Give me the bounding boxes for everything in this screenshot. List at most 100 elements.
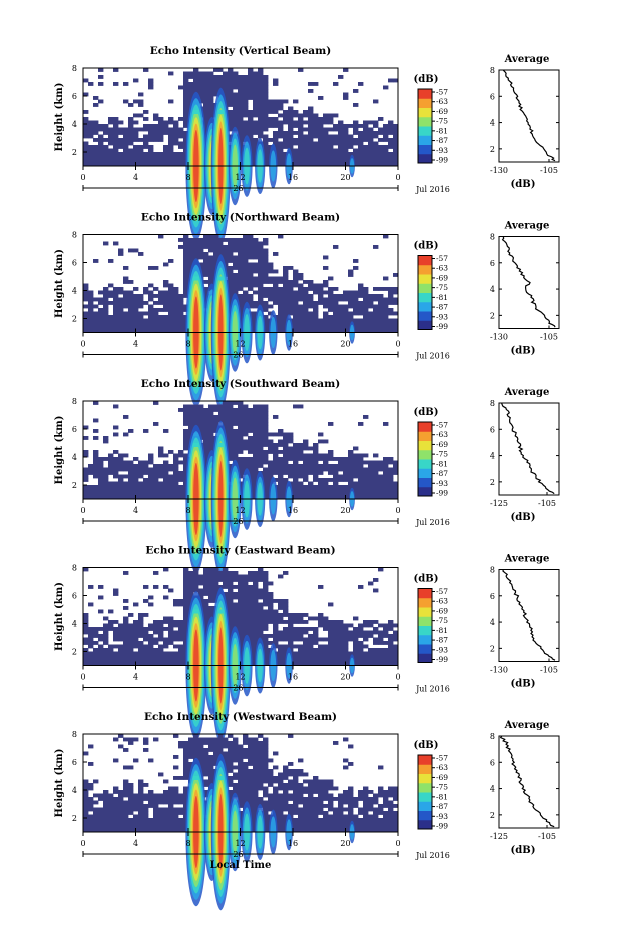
colorbar-tick-label: -81 [436, 626, 448, 635]
average-title: Average [504, 387, 550, 398]
colorbar-tick-label: -87 [436, 136, 448, 145]
average-x-tick-label: -105 [538, 832, 556, 841]
date-label: 26 [233, 517, 243, 526]
x-tick-label: 8 [185, 506, 190, 515]
colorbar-tick-label: -93 [436, 479, 448, 488]
y-tick-label: 4 [72, 786, 77, 795]
average-y-tick-label: 4 [490, 119, 495, 128]
average-y-tick-label: 4 [490, 618, 495, 627]
colorbar-tick-label: -57 [436, 254, 448, 263]
colorbar-tick-label: -99 [436, 822, 448, 831]
y-tick-label: 8 [72, 564, 77, 573]
x-tick-label: 0 [80, 340, 85, 349]
average-x-label: (dB) [511, 512, 536, 523]
colorbar-tick-label: -69 [436, 273, 448, 282]
panel-title: Echo Intensity (Southward Beam) [141, 378, 340, 390]
x-tick-label: 0 [395, 340, 400, 349]
y-axis-label: Height (km) [54, 582, 65, 651]
y-tick-label: 4 [72, 453, 77, 462]
average-frame [498, 402, 560, 496]
colorbar-tick-label: -93 [436, 645, 448, 654]
average-profile: Average 2 4 6 8 -130 -105 (dB) [490, 221, 560, 357]
x-tick-label: 12 [235, 173, 245, 182]
x-tick-label: 0 [80, 839, 85, 848]
month-label: Jul 2016 [415, 185, 450, 194]
colorbar-tick-label: -69 [436, 107, 448, 116]
y-tick-label: 2 [72, 648, 77, 657]
y-tick-label: 8 [72, 730, 77, 739]
x-tick-label: 16 [288, 839, 298, 848]
x-tick-label: 12 [235, 839, 245, 848]
average-y-tick-label: 8 [490, 732, 495, 741]
colorbar-tick-label: -57 [436, 88, 448, 97]
y-axis-label: Height (km) [54, 83, 65, 152]
average-y-tick-label: 2 [490, 311, 495, 320]
colorbar-tick-label: -57 [436, 754, 448, 763]
average-profile-line [501, 236, 556, 328]
average-profile-line [502, 69, 556, 162]
x-tick-label: 16 [288, 506, 298, 515]
colorbar-tick-label: -57 [436, 587, 448, 596]
colorbar-tick-label: -69 [436, 440, 448, 449]
y-tick-label: 6 [72, 592, 77, 601]
panel-title: Echo Intensity (Westward Beam) [144, 711, 337, 723]
y-tick-label: 2 [72, 148, 77, 157]
average-x-tick-label: -125 [490, 832, 508, 841]
x-tick-label: 8 [185, 839, 190, 848]
average-frame [498, 69, 560, 163]
average-y-tick-label: 2 [490, 811, 495, 820]
month-label: Jul 2016 [415, 685, 450, 694]
colorbar-tick-label: -63 [436, 597, 448, 606]
average-y-tick-label: 2 [490, 478, 495, 487]
average-profile: Average 2 4 6 8 -130 -105 (dB) [490, 554, 560, 690]
average-y-tick-label: 6 [490, 92, 495, 101]
x-tick-label: 4 [133, 173, 138, 182]
colorbar-tick-label: -63 [436, 430, 448, 439]
colorbar-tick-label: -81 [436, 792, 448, 801]
x-tick-label: 8 [185, 173, 190, 182]
colorbar-tick-label: -81 [436, 293, 448, 302]
x-tick-label: 4 [133, 506, 138, 515]
colorbar-tick-label: -93 [436, 312, 448, 321]
colorbar-tick-label: -81 [436, 459, 448, 468]
average-x-tick-label: -125 [490, 499, 508, 508]
colorbar-label: (dB) [414, 407, 439, 418]
y-axis-label: Height (km) [54, 249, 65, 318]
month-label: Jul 2016 [415, 851, 450, 860]
date-label: 26 [233, 351, 243, 360]
y-tick-label: 4 [72, 287, 77, 296]
panel-4: Echo Intensity (Eastward Beam) 2 4 6 8 Height… [54, 545, 560, 744]
y-tick-label: 6 [72, 425, 77, 434]
average-title: Average [504, 54, 550, 65]
x-tick-label: 20 [340, 506, 350, 515]
colorbar-tick-label: -87 [436, 303, 448, 312]
x-tick-label: 12 [235, 506, 245, 515]
average-profile-line [502, 569, 556, 661]
x-tick-label: 4 [133, 839, 138, 848]
month-label: Jul 2016 [415, 518, 450, 527]
colorbar-label: (dB) [414, 241, 439, 252]
colorbar-tick-label: -69 [436, 606, 448, 615]
y-axis-label: Height (km) [54, 416, 65, 485]
average-y-tick-label: 4 [490, 452, 495, 461]
colorbar-tick-label: -75 [436, 783, 448, 792]
average-y-tick-label: 8 [490, 66, 495, 75]
average-y-tick-label: 8 [490, 233, 495, 242]
average-x-tick-label: -105 [540, 333, 558, 342]
average-x-tick-label: -105 [540, 166, 558, 175]
average-x-tick-label: -130 [490, 333, 508, 342]
colorbar: (dB) -57-63-69-75-81-87-93-99 [414, 740, 449, 831]
colorbar-tick-label: -99 [436, 156, 448, 165]
average-profile: Average 2 4 6 8 -125 -105(dB) [490, 387, 560, 523]
panel-2: Echo Intensity (Northward Beam) 2 4 6 8 Heigh… [54, 212, 560, 411]
average-x-tick-label: -130 [490, 666, 508, 675]
average-y-tick-label: 6 [490, 592, 495, 601]
x-tick-label: 0 [395, 673, 400, 682]
average-y-tick-label: 4 [490, 785, 495, 794]
average-x-label: (dB) [511, 845, 536, 856]
colorbar-label: (dB) [414, 740, 439, 751]
average-x-label: (dB) [511, 179, 536, 190]
colorbar-tick-label: -63 [436, 264, 448, 273]
average-y-tick-label: 6 [490, 758, 495, 767]
y-tick-label: 6 [72, 92, 77, 101]
